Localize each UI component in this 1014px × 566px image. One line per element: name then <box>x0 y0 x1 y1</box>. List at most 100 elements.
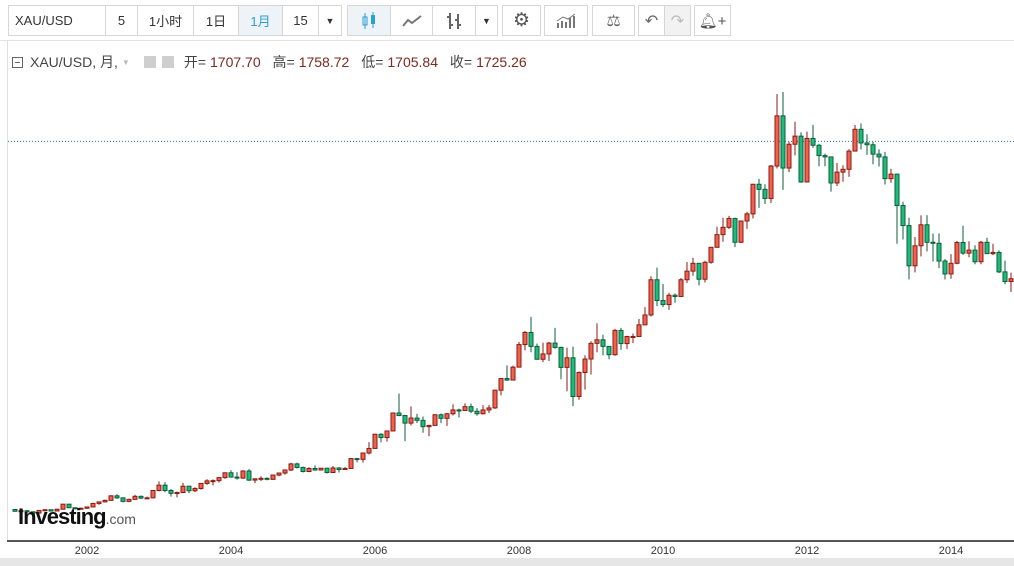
candle-body <box>78 507 84 510</box>
close-label: 收= <box>449 54 473 70</box>
candle-body <box>642 314 648 326</box>
candle-body <box>828 156 834 184</box>
candle <box>162 482 168 493</box>
investing-logo: Investing.com <box>18 504 136 529</box>
candle <box>540 342 546 363</box>
add-alert-button[interactable]: 🔔︎+ <box>694 5 731 36</box>
candle-body <box>426 424 432 428</box>
candle <box>696 262 702 286</box>
candle-body <box>792 135 798 145</box>
candle-body <box>162 484 168 491</box>
candle <box>450 404 456 416</box>
candle-body <box>516 344 522 368</box>
candle-body <box>906 225 912 267</box>
candle-body <box>756 183 762 190</box>
candle <box>558 346 564 380</box>
candle-body <box>180 485 186 494</box>
candle-body <box>942 260 948 275</box>
time-axis[interactable] <box>7 540 1014 542</box>
collapse-icon[interactable] <box>12 56 23 68</box>
candle-body <box>786 143 792 169</box>
candle <box>66 503 72 509</box>
candlestick-chart[interactable] <box>0 0 1014 540</box>
candle-body <box>12 508 18 512</box>
candle-body <box>132 495 138 500</box>
redo-button[interactable]: ↷ <box>664 5 691 36</box>
candles-style-button[interactable] <box>347 5 391 36</box>
candle-body <box>618 329 624 345</box>
candle <box>936 233 942 269</box>
interval-5-button[interactable]: 5 <box>105 5 138 36</box>
candle <box>726 215 732 230</box>
candle <box>120 497 126 503</box>
candle-body <box>900 205 906 227</box>
candle-body <box>846 150 852 170</box>
candle-body <box>204 480 210 484</box>
candle <box>888 168 894 183</box>
candle <box>978 240 984 265</box>
candle-body <box>114 495 120 499</box>
candle <box>468 403 474 414</box>
candle <box>348 458 354 469</box>
candle <box>426 424 432 437</box>
visibility-icon[interactable] <box>143 56 156 68</box>
candle-body <box>288 463 294 471</box>
candle-body <box>282 469 288 474</box>
candle <box>516 342 522 368</box>
candle-body <box>660 300 666 306</box>
symbol-input[interactable]: XAU/USD <box>8 5 106 36</box>
candle <box>180 482 186 494</box>
candle <box>756 178 762 208</box>
candle-body <box>768 165 774 199</box>
candle-body <box>276 472 282 476</box>
candle <box>312 465 318 471</box>
undo-button[interactable]: ↶ <box>638 5 665 36</box>
candle <box>528 316 534 353</box>
candle <box>282 469 288 475</box>
candle <box>984 237 990 255</box>
indicators-button[interactable] <box>544 5 588 36</box>
candle-body <box>690 262 696 272</box>
candle <box>846 149 852 177</box>
candle <box>480 405 486 415</box>
candle-body <box>120 497 126 502</box>
compare-button[interactable]: ⚖ <box>592 5 635 36</box>
interval-1h-button[interactable]: 1小时 <box>137 5 194 36</box>
candle-body <box>588 342 594 360</box>
bars-count-button[interactable]: 15 <box>282 5 319 36</box>
line-style-button[interactable] <box>390 5 433 36</box>
candle-body <box>462 406 468 411</box>
candle <box>252 478 258 484</box>
x-tick-label: 2008 <box>506 545 532 557</box>
candle-body <box>42 509 48 512</box>
candle-body <box>324 467 330 474</box>
candle <box>720 217 726 242</box>
candle-body <box>468 406 474 412</box>
chart-style-dropdown[interactable]: ▼ <box>475 5 498 36</box>
candle <box>42 508 48 512</box>
candle <box>54 508 60 512</box>
interval-dropdown[interactable]: ▼ <box>318 5 342 36</box>
low-value: 1705.84 <box>387 54 438 70</box>
candle <box>102 499 108 503</box>
candle <box>132 494 138 500</box>
area-chart-icon <box>401 14 422 27</box>
gear-icon[interactable] <box>161 56 174 68</box>
candle-body <box>360 452 366 460</box>
candle <box>30 511 36 514</box>
candle <box>906 217 912 280</box>
candle <box>876 149 882 167</box>
candle <box>666 292 672 310</box>
bell-plus-icon: 🔔︎+ <box>698 12 727 30</box>
chevron-down-icon[interactable]: ▼ <box>121 57 130 67</box>
settings-button[interactable]: ⚙ <box>502 5 541 36</box>
candle <box>18 510 24 514</box>
candle-body <box>804 137 810 183</box>
candle <box>768 165 774 204</box>
candle-body <box>342 467 348 470</box>
candle-body <box>738 220 744 243</box>
candle-body <box>318 467 324 471</box>
candle-body <box>138 495 144 499</box>
candle <box>222 472 228 479</box>
candle-body <box>144 497 150 500</box>
